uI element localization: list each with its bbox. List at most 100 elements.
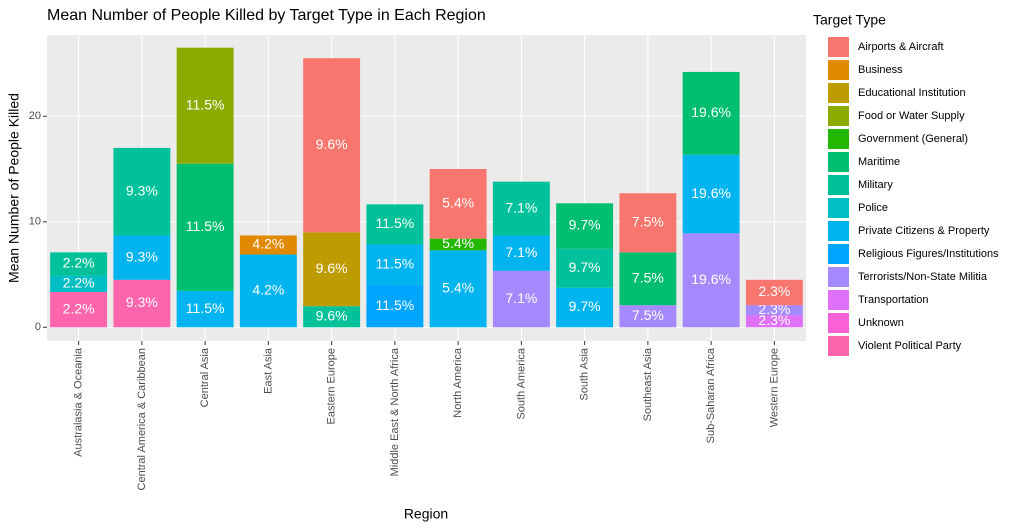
segment-label: 9.3%	[126, 294, 158, 310]
x-tick-label: Eastern Europe	[326, 348, 338, 424]
legend-key	[828, 267, 849, 287]
segment-label: 11.5%	[376, 255, 415, 271]
bar-segment	[239, 254, 297, 328]
bar-segment	[50, 291, 108, 328]
legend-key	[828, 336, 849, 356]
segment-label: 9.7%	[569, 259, 601, 275]
legend-label: Religious Figures/Institutions	[858, 248, 999, 260]
segment-label: 2.2%	[63, 255, 95, 271]
x-tick-label: Central Asia	[199, 347, 211, 407]
segment-label: 7.5%	[632, 307, 664, 323]
segment-label: 2.2%	[63, 300, 95, 316]
segment-label: 7.1%	[505, 244, 537, 260]
x-tick-label: South America	[515, 347, 527, 419]
legend-key	[828, 175, 849, 195]
bar-segment	[176, 290, 234, 328]
bar-segment	[429, 250, 487, 328]
segment-label: 9.6%	[316, 136, 348, 152]
segment-label: 2.2%	[63, 274, 95, 290]
segment-label: 9.6%	[316, 260, 348, 276]
legend-key	[828, 221, 849, 241]
legend-key	[828, 106, 849, 126]
bar-segment	[682, 233, 740, 328]
bar-segment	[619, 252, 677, 306]
legend-key	[828, 129, 849, 149]
legend-label: Food or Water Supply	[858, 110, 965, 122]
bar-segment	[366, 244, 424, 286]
legend-label: Police	[858, 202, 888, 214]
x-tick-label: Central America & Caribbean	[136, 348, 148, 490]
bar-segment	[366, 285, 424, 328]
segment-label: 4.2%	[252, 282, 284, 298]
bar-segment	[745, 279, 803, 306]
segment-label: 7.1%	[505, 290, 537, 306]
bar-segment	[745, 315, 803, 328]
segment-label: 9.6%	[316, 307, 348, 323]
plot-background	[47, 35, 806, 341]
x-tick-label: Western Europe	[768, 348, 780, 427]
y-axis-title: Mean Number of People Killed	[6, 93, 22, 283]
segment-label: 19.6%	[691, 185, 731, 201]
x-tick-label: Australasia & Oceania	[73, 347, 85, 457]
segment-label: 9.3%	[126, 182, 158, 198]
legend-label: Private Citizens & Property	[858, 225, 990, 237]
segment-label: 5.4%	[442, 279, 474, 295]
bar-segment	[239, 235, 297, 255]
segment-label: 7.5%	[632, 214, 664, 230]
legend-key	[828, 313, 849, 333]
y-tick-label: 20	[29, 110, 41, 122]
x-tick-label: South Asia	[579, 347, 591, 400]
segment-label: 7.1%	[505, 199, 537, 215]
bar-segment	[176, 163, 234, 291]
x-axis-title: Region	[404, 506, 448, 522]
legend-label: Transportation	[858, 294, 929, 306]
x-tick-label: North America	[452, 347, 464, 418]
bar-segment	[303, 232, 361, 307]
x-tick-label: East Asia	[262, 347, 274, 394]
x-tick-label: Sub-Saharan Africa	[705, 347, 717, 443]
legend-label: Terrorists/Non-State Militia	[858, 271, 988, 283]
segment-label: 11.5%	[376, 297, 415, 313]
bar-segment	[556, 287, 614, 328]
legend-label: Military	[858, 179, 893, 191]
segment-label: 9.7%	[569, 298, 601, 314]
bar-segment	[619, 193, 677, 253]
bar-segment	[619, 305, 677, 328]
bar-segment	[113, 147, 171, 236]
legend-label: Unknown	[858, 317, 904, 329]
segment-label: 19.6%	[691, 104, 731, 120]
legend-key	[828, 60, 849, 80]
bar-segment	[50, 252, 108, 276]
segment-label: 2.3%	[758, 283, 790, 299]
segment-label: 11.5%	[186, 96, 225, 112]
y-tick-label: 0	[35, 321, 41, 333]
segment-label: 11.5%	[186, 218, 225, 234]
bar-segment	[556, 203, 614, 249]
legend-key	[828, 290, 849, 310]
bar-segment	[682, 71, 740, 155]
bar-segment	[366, 204, 424, 245]
legend-label: Maritime	[858, 156, 900, 168]
legend-key	[828, 244, 849, 264]
legend-label: Violent Political Party	[858, 340, 962, 352]
chart-title: Mean Number of People Killed by Target T…	[47, 7, 486, 24]
segment-label: 7.5%	[632, 269, 664, 285]
legend-key	[828, 37, 849, 57]
legend-label: Airports & Aircraft	[858, 41, 944, 53]
bar-segment	[745, 305, 803, 316]
segment-label: 2.3%	[758, 312, 790, 328]
legend-label: Business	[858, 64, 903, 76]
segment-label: 9.3%	[126, 248, 158, 264]
bar-segment	[492, 270, 550, 328]
segment-label: 5.4%	[442, 235, 474, 251]
bar-segment	[176, 47, 234, 164]
bar-segment	[303, 306, 361, 328]
y-tick-label: 10	[29, 216, 41, 228]
legend-key	[828, 83, 849, 103]
bar-segment	[303, 58, 361, 233]
legend-label: Educational Institution	[858, 87, 966, 99]
bar-segment	[429, 169, 487, 239]
bar-segment	[556, 248, 614, 288]
legend-key	[828, 198, 849, 218]
